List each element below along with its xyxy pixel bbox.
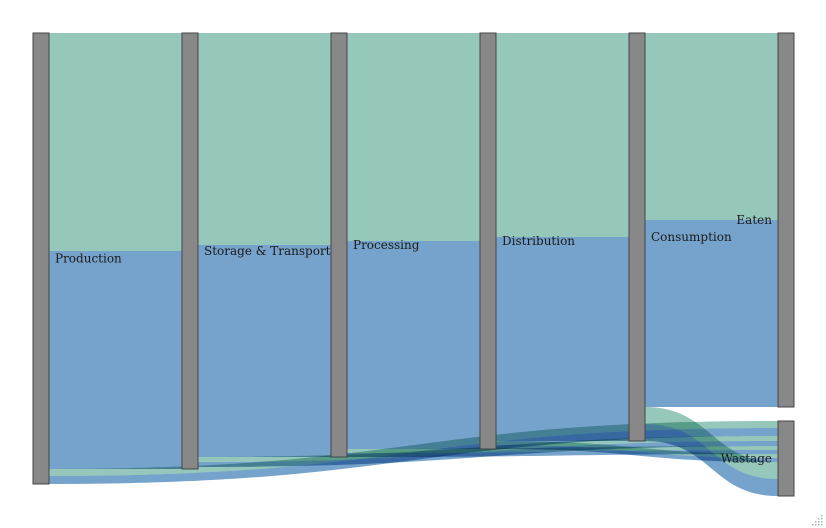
- labels-layer: Production Storage & Transport Processing D…: [55, 213, 772, 466]
- node-eaten[interactable]: [777, 32, 795, 408]
- nodes-layer: [32, 32, 795, 497]
- node-distribution[interactable]: [479, 32, 497, 450]
- link-distribution-consumption-1[interactable]: [496, 237, 629, 441]
- link-production-storage-0[interactable]: [49, 33, 182, 251]
- node-production[interactable]: [32, 32, 50, 485]
- node-label-consumption: Consumption: [651, 230, 732, 244]
- node-wastage[interactable]: [777, 420, 795, 497]
- node-label-wastage: Wastage: [721, 452, 772, 466]
- link-processing-distribution-0[interactable]: [347, 33, 480, 241]
- link-storage-processing-0[interactable]: [198, 33, 331, 245]
- node-consumption[interactable]: [628, 32, 646, 442]
- node-storage[interactable]: [181, 32, 199, 470]
- node-label-processing: Processing: [353, 238, 420, 252]
- node-label-distribution: Distribution: [502, 234, 575, 248]
- node-label-production: Production: [55, 252, 122, 266]
- link-consumption-eaten-0[interactable]: [645, 33, 778, 220]
- link-consumption-wastage-1[interactable]: [645, 424, 778, 496]
- link-processing-distribution-1[interactable]: [347, 241, 480, 449]
- node-processing[interactable]: [330, 32, 348, 458]
- link-production-storage-1[interactable]: [49, 251, 182, 469]
- link-consumption-eaten-1[interactable]: [645, 220, 778, 407]
- link-distribution-consumption-0[interactable]: [496, 33, 629, 237]
- node-label-storage: Storage & Transport: [204, 244, 331, 258]
- resize-grip-icon[interactable]: [812, 514, 824, 526]
- links-layer: [49, 33, 778, 496]
- node-label-eaten: Eaten: [736, 213, 772, 227]
- link-storage-processing-1[interactable]: [198, 245, 331, 457]
- link-consumption-wastage-0[interactable]: [645, 407, 778, 479]
